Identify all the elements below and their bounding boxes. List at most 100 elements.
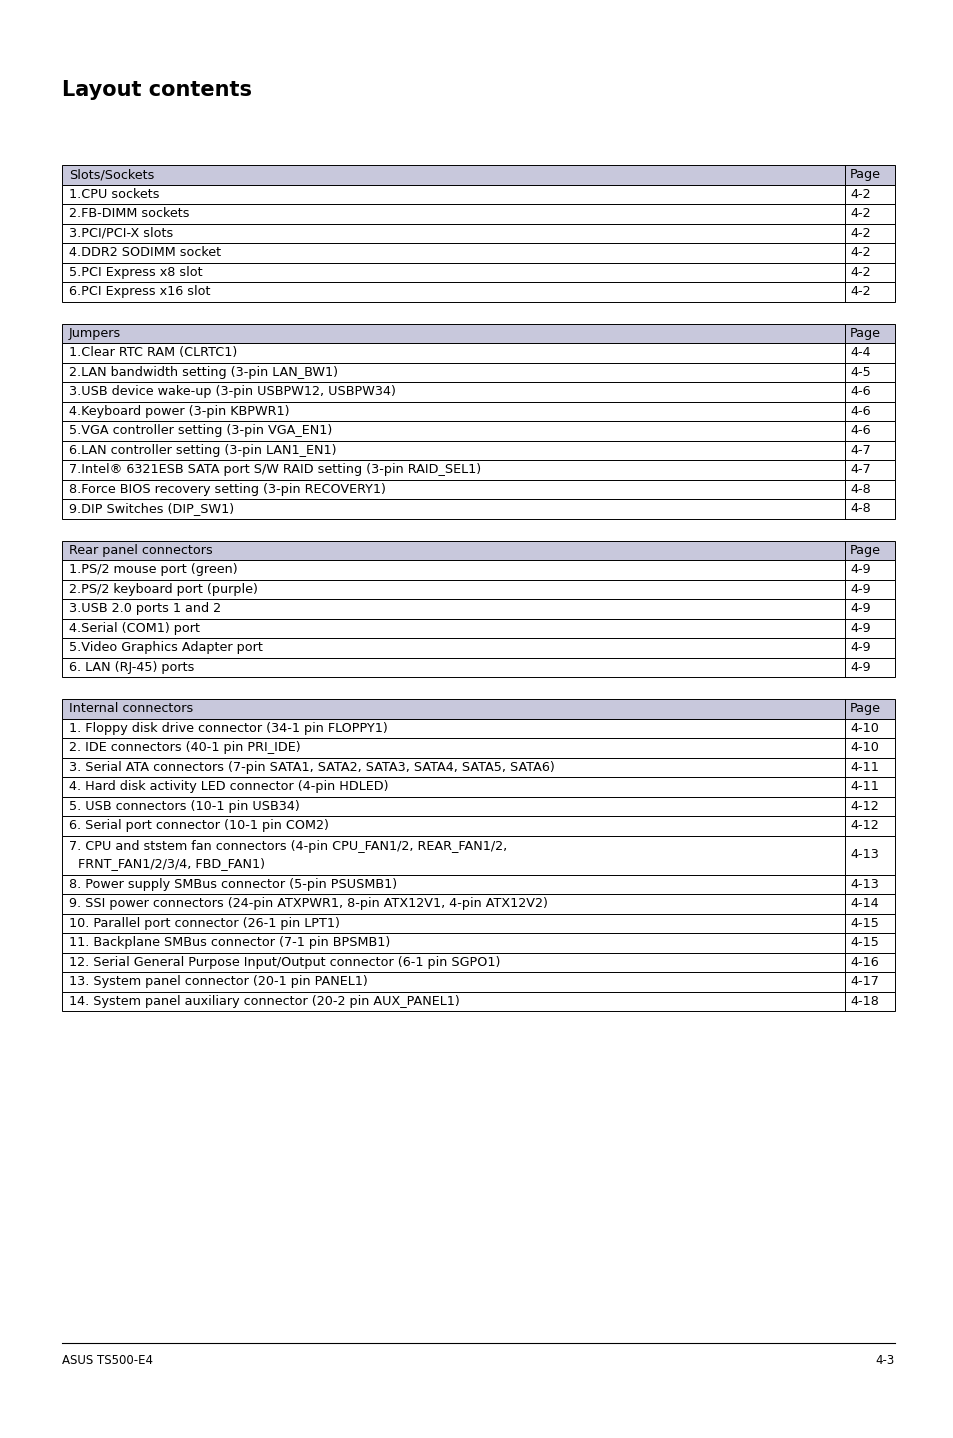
Text: 5.PCI Express x8 slot: 5.PCI Express x8 slot	[69, 266, 202, 279]
Text: Rear panel connectors: Rear panel connectors	[69, 544, 213, 557]
Bar	[62, 421, 894, 440]
Text: 4-9: 4-9	[849, 603, 870, 615]
Bar	[62, 638, 894, 657]
Bar	[62, 738, 894, 758]
Text: 4-8: 4-8	[849, 502, 870, 515]
Bar	[62, 223, 894, 243]
Bar	[62, 618, 894, 638]
Text: 1.PS/2 mouse port (green): 1.PS/2 mouse port (green)	[69, 564, 237, 577]
Text: 3.USB device wake-up (3-pin USBPW12, USBPW34): 3.USB device wake-up (3-pin USBPW12, USB…	[69, 385, 395, 398]
Bar	[62, 263, 894, 282]
Text: 4-11: 4-11	[849, 781, 878, 794]
Text: 4-2: 4-2	[849, 266, 870, 279]
Text: 3. Serial ATA connectors (7-pin SATA1, SATA2, SATA3, SATA4, SATA5, SATA6): 3. Serial ATA connectors (7-pin SATA1, S…	[69, 761, 554, 774]
Bar	[62, 282, 894, 302]
Bar	[62, 344, 894, 362]
Text: 2. IDE connectors (40-1 pin PRI_IDE): 2. IDE connectors (40-1 pin PRI_IDE)	[69, 741, 300, 755]
Text: 4-13: 4-13	[849, 877, 878, 890]
Text: Layout contents: Layout contents	[62, 81, 252, 101]
Text: 7. CPU and ststem fan connectors (4-pin CPU_FAN1/2, REAR_FAN1/2,: 7. CPU and ststem fan connectors (4-pin …	[69, 840, 507, 853]
Text: 4-14: 4-14	[849, 897, 878, 910]
Text: 4-2: 4-2	[849, 207, 870, 220]
Bar	[62, 541, 894, 559]
Text: 4-10: 4-10	[849, 741, 878, 755]
Text: 1.Clear RTC RAM (CLRTC1): 1.Clear RTC RAM (CLRTC1)	[69, 347, 237, 360]
Text: 4-9: 4-9	[849, 641, 870, 654]
Text: 4-8: 4-8	[849, 483, 870, 496]
Text: Page: Page	[849, 168, 880, 181]
Text: 4-6: 4-6	[849, 424, 870, 437]
Bar	[62, 559, 894, 580]
Bar	[62, 874, 894, 894]
Text: 14. System panel auxiliary connector (20-2 pin AUX_PANEL1): 14. System panel auxiliary connector (20…	[69, 995, 459, 1008]
Bar	[62, 499, 894, 519]
Bar	[62, 324, 894, 344]
Text: 5.VGA controller setting (3-pin VGA_EN1): 5.VGA controller setting (3-pin VGA_EN1)	[69, 424, 332, 437]
Text: 4-16: 4-16	[849, 956, 878, 969]
Text: 4-9: 4-9	[849, 582, 870, 595]
Text: 4-9: 4-9	[849, 564, 870, 577]
Text: Internal connectors: Internal connectors	[69, 702, 193, 715]
Text: 7.Intel® 6321ESB SATA port S/W RAID setting (3-pin RAID_SEL1): 7.Intel® 6321ESB SATA port S/W RAID sett…	[69, 463, 480, 476]
Bar	[62, 479, 894, 499]
Text: 6.PCI Express x16 slot: 6.PCI Express x16 slot	[69, 285, 211, 298]
Text: 4-6: 4-6	[849, 404, 870, 418]
Bar	[62, 991, 894, 1011]
Bar	[62, 972, 894, 991]
Text: 4-2: 4-2	[849, 227, 870, 240]
Text: 13. System panel connector (20-1 pin PANEL1): 13. System panel connector (20-1 pin PAN…	[69, 975, 367, 988]
Text: Jumpers: Jumpers	[69, 326, 121, 339]
Text: 4-2: 4-2	[849, 285, 870, 298]
Text: Page: Page	[849, 326, 880, 339]
Text: 4-11: 4-11	[849, 761, 878, 774]
Text: Slots/Sockets: Slots/Sockets	[69, 168, 154, 181]
Text: 12. Serial General Purpose Input/Output connector (6-1 pin SGPO1): 12. Serial General Purpose Input/Output …	[69, 956, 500, 969]
Text: 4. Hard disk activity LED connector (4-pin HDLED): 4. Hard disk activity LED connector (4-p…	[69, 781, 388, 794]
Text: 4.Serial (COM1) port: 4.Serial (COM1) port	[69, 621, 200, 634]
Text: 6. LAN (RJ-45) ports: 6. LAN (RJ-45) ports	[69, 660, 194, 674]
Bar	[62, 165, 894, 184]
Bar	[62, 657, 894, 677]
Text: ASUS TS500-E4: ASUS TS500-E4	[62, 1355, 152, 1368]
Bar	[62, 401, 894, 421]
Text: 2.PS/2 keyboard port (purple): 2.PS/2 keyboard port (purple)	[69, 582, 257, 595]
Text: 4-9: 4-9	[849, 660, 870, 674]
Text: 4-10: 4-10	[849, 722, 878, 735]
Text: 2.LAN bandwidth setting (3-pin LAN_BW1): 2.LAN bandwidth setting (3-pin LAN_BW1)	[69, 365, 337, 378]
Text: 2.FB-DIMM sockets: 2.FB-DIMM sockets	[69, 207, 190, 220]
Bar	[62, 362, 894, 383]
Text: 4-12: 4-12	[849, 820, 878, 833]
Bar	[62, 835, 894, 874]
Bar	[62, 699, 894, 719]
Text: 4-2: 4-2	[849, 188, 870, 201]
Text: 5. USB connectors (10-1 pin USB34): 5. USB connectors (10-1 pin USB34)	[69, 800, 299, 812]
Text: 8.Force BIOS recovery setting (3-pin RECOVERY1): 8.Force BIOS recovery setting (3-pin REC…	[69, 483, 385, 496]
Text: 5.Video Graphics Adapter port: 5.Video Graphics Adapter port	[69, 641, 263, 654]
Text: 4-7: 4-7	[849, 444, 870, 457]
Text: 4-12: 4-12	[849, 800, 878, 812]
Text: 4-15: 4-15	[849, 917, 878, 930]
Bar	[62, 460, 894, 479]
Text: 1.CPU sockets: 1.CPU sockets	[69, 188, 159, 201]
Text: Page: Page	[849, 544, 880, 557]
Text: Page: Page	[849, 702, 880, 715]
Text: 9. SSI power connectors (24-pin ATXPWR1, 8-pin ATX12V1, 4-pin ATX12V2): 9. SSI power connectors (24-pin ATXPWR1,…	[69, 897, 547, 910]
Bar	[62, 952, 894, 972]
Text: 4-17: 4-17	[849, 975, 878, 988]
Bar	[62, 204, 894, 223]
Text: 4-15: 4-15	[849, 936, 878, 949]
Bar	[62, 243, 894, 263]
Bar	[62, 758, 894, 777]
Text: 8. Power supply SMBus connector (5-pin PSUSMB1): 8. Power supply SMBus connector (5-pin P…	[69, 877, 396, 890]
Text: 3.PCI/PCI-X slots: 3.PCI/PCI-X slots	[69, 227, 173, 240]
Text: 4.DDR2 SODIMM socket: 4.DDR2 SODIMM socket	[69, 246, 221, 259]
Bar	[62, 933, 894, 952]
Bar	[62, 913, 894, 933]
Text: 10. Parallel port connector (26-1 pin LPT1): 10. Parallel port connector (26-1 pin LP…	[69, 917, 339, 930]
Bar	[62, 797, 894, 815]
Text: 4-2: 4-2	[849, 246, 870, 259]
Bar	[62, 777, 894, 797]
Text: FRNT_FAN1/2/3/4, FBD_FAN1): FRNT_FAN1/2/3/4, FBD_FAN1)	[78, 857, 265, 870]
Text: 6. Serial port connector (10-1 pin COM2): 6. Serial port connector (10-1 pin COM2)	[69, 820, 329, 833]
Text: 4.Keyboard power (3-pin KBPWR1): 4.Keyboard power (3-pin KBPWR1)	[69, 404, 289, 418]
